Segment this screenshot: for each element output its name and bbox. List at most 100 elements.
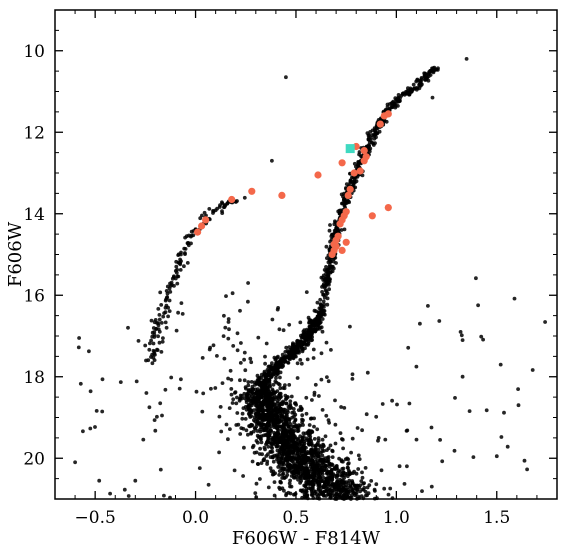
star-point	[258, 477, 262, 481]
highlighted-star-point	[328, 250, 336, 259]
star-point	[144, 358, 148, 363]
star-point	[157, 329, 162, 334]
star-point	[414, 437, 419, 442]
star-point	[390, 398, 394, 403]
star-point	[320, 329, 325, 334]
star-point	[76, 345, 81, 350]
star-point	[235, 411, 240, 415]
star-point	[275, 367, 280, 372]
star-point	[161, 336, 165, 340]
star-point	[207, 347, 212, 352]
star-point	[275, 440, 280, 445]
special-point-layer	[345, 144, 355, 154]
star-point	[313, 473, 318, 477]
star-point	[241, 474, 246, 478]
star-point	[153, 318, 158, 322]
star-point	[330, 462, 334, 467]
star-point	[294, 475, 299, 479]
star-point	[279, 446, 284, 451]
star-point	[354, 485, 359, 489]
star-point	[236, 422, 241, 427]
star-point	[160, 413, 164, 418]
star-point	[324, 413, 329, 418]
star-point	[164, 289, 169, 293]
highlighted-star-point	[198, 222, 206, 230]
star-point	[325, 455, 330, 460]
star-point	[253, 491, 258, 495]
star-point	[313, 478, 317, 483]
star-point	[164, 303, 169, 308]
star-point	[283, 358, 287, 363]
star-point	[164, 325, 169, 330]
star-point	[235, 331, 240, 336]
star-point	[418, 321, 422, 326]
star-point	[255, 396, 260, 401]
star-point	[370, 128, 375, 133]
star-point	[155, 414, 159, 419]
star-point	[315, 461, 319, 466]
star-point	[438, 438, 442, 442]
star-point	[259, 388, 264, 393]
star-point	[301, 457, 305, 462]
star-point	[246, 281, 251, 285]
star-point	[93, 425, 97, 429]
star-point	[280, 476, 285, 480]
star-point	[299, 479, 303, 483]
star-point	[288, 478, 292, 483]
star-point	[302, 483, 307, 488]
star-point	[406, 345, 411, 350]
star-point	[251, 398, 256, 403]
star-point	[316, 454, 320, 458]
highlighted-star-point	[336, 220, 344, 228]
star-point	[108, 491, 112, 496]
star-point	[288, 462, 292, 467]
star-point	[377, 129, 382, 134]
star-point	[267, 369, 272, 373]
star-point	[314, 309, 318, 314]
star-point	[271, 408, 276, 413]
star-point	[266, 410, 271, 414]
star-point	[248, 356, 253, 361]
star-point	[252, 380, 257, 385]
star-point	[316, 438, 321, 443]
star-point	[315, 300, 320, 305]
star-point	[228, 368, 233, 373]
star-point	[321, 312, 326, 317]
star-point	[272, 480, 277, 484]
star-point	[437, 319, 442, 323]
star-point	[374, 414, 379, 419]
star-point	[275, 307, 280, 312]
star-point	[299, 361, 304, 366]
star-point	[224, 422, 229, 427]
star-point	[283, 410, 287, 415]
star-point	[339, 458, 344, 462]
star-point	[279, 413, 284, 418]
star-point	[165, 284, 170, 289]
star-point	[307, 486, 311, 490]
star-point	[502, 410, 506, 415]
star-point	[402, 482, 407, 486]
star-point	[341, 470, 346, 475]
star-point	[317, 321, 322, 326]
star-point	[252, 395, 257, 400]
star-point	[352, 469, 356, 474]
star-point	[317, 394, 321, 398]
star-point	[279, 480, 283, 485]
star-point	[152, 351, 157, 356]
star-point	[252, 408, 257, 412]
star-point	[287, 322, 292, 327]
star-point	[291, 467, 295, 471]
star-point	[238, 378, 242, 383]
star-point	[284, 452, 289, 457]
star-point	[343, 457, 348, 462]
star-point	[94, 409, 99, 413]
star-point	[136, 339, 141, 343]
star-point	[285, 395, 289, 400]
star-point	[269, 441, 274, 445]
star-point	[265, 441, 269, 446]
star-point	[266, 485, 271, 490]
star-point	[200, 213, 204, 218]
star-point	[262, 369, 267, 374]
star-point	[325, 448, 329, 452]
star-point	[166, 314, 171, 319]
